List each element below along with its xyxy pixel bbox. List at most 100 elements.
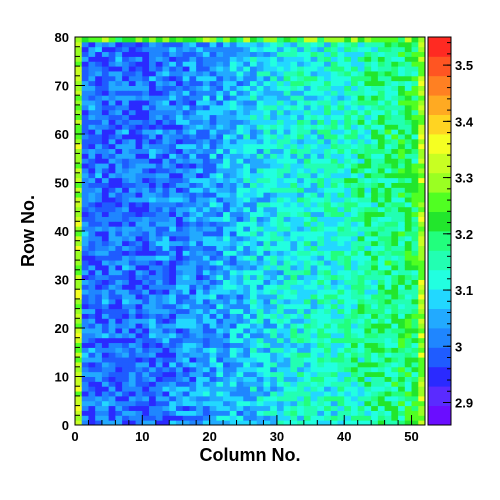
heatmap-cell — [391, 61, 399, 67]
heatmap-cell — [398, 264, 406, 271]
heatmap-cell — [223, 95, 231, 101]
heatmap-cell — [142, 216, 150, 222]
heatmap-cell — [196, 260, 204, 266]
heatmap-cell — [75, 410, 83, 416]
heatmap-cell — [310, 41, 318, 48]
heatmap-cell — [122, 405, 130, 411]
heatmap-cell — [115, 415, 123, 421]
heatmap-cell — [263, 114, 271, 120]
heatmap-cell — [377, 308, 386, 314]
heatmap-cell — [303, 187, 312, 193]
heatmap-cell — [128, 46, 137, 53]
heatmap-cell — [330, 177, 338, 183]
heatmap-cell — [371, 395, 379, 402]
heatmap-cell — [182, 182, 190, 188]
heatmap-cell — [101, 114, 110, 120]
heatmap-cell — [223, 386, 231, 392]
heatmap-cell — [310, 420, 318, 426]
heatmap-cell — [290, 391, 298, 397]
heatmap-cell — [283, 289, 291, 295]
heatmap-cell — [182, 260, 190, 266]
heatmap-cell — [371, 274, 379, 280]
heatmap-cell — [297, 269, 305, 276]
colorbar-swatch — [428, 405, 451, 426]
heatmap-cell — [101, 264, 110, 271]
heatmap-cell — [364, 357, 372, 363]
heatmap-cell — [196, 158, 204, 164]
heatmap-cell — [175, 177, 184, 183]
heatmap-cell — [297, 75, 305, 82]
heatmap-cell — [209, 187, 217, 193]
heatmap-cell — [357, 216, 365, 222]
heatmap-cell — [122, 216, 130, 222]
heatmap-cell — [344, 400, 352, 407]
heatmap-cell — [101, 328, 110, 334]
heatmap-cell — [256, 177, 264, 183]
heatmap-cell — [182, 197, 190, 203]
heatmap-cell — [418, 129, 426, 135]
heatmap-cell — [371, 158, 379, 164]
heatmap-cell — [337, 211, 345, 217]
heatmap-cell — [310, 361, 318, 368]
heatmap-cell — [330, 240, 338, 247]
heatmap-cell — [128, 240, 137, 247]
heatmap-cell — [142, 158, 150, 164]
heatmap-cell — [142, 332, 150, 339]
heatmap-cell — [149, 298, 157, 305]
heatmap-cell — [411, 167, 419, 174]
heatmap-cell — [364, 323, 372, 329]
heatmap-cell — [250, 308, 258, 314]
heatmap-cell — [371, 201, 379, 208]
heatmap-cell — [290, 138, 298, 145]
heatmap-cell — [169, 231, 177, 237]
heatmap-cell — [128, 400, 137, 407]
heatmap-cell — [411, 85, 419, 91]
heatmap-cell — [263, 250, 271, 256]
heatmap-cell — [128, 221, 137, 227]
heatmap-cell — [75, 308, 83, 314]
heatmap-cell — [122, 386, 130, 392]
heatmap-cell — [229, 303, 238, 310]
heatmap-cell — [175, 371, 184, 377]
heatmap-cell — [155, 303, 163, 310]
heatmap-cell — [357, 347, 365, 353]
heatmap-cell — [398, 124, 406, 130]
heatmap-cell — [88, 371, 96, 377]
heatmap-cell — [209, 269, 217, 276]
heatmap-cell — [263, 51, 271, 57]
heatmap-cell — [155, 177, 163, 183]
heatmap-cell — [303, 138, 312, 145]
heatmap-cell — [122, 400, 130, 407]
heatmap-cell — [88, 269, 96, 276]
heatmap-cell — [330, 172, 338, 179]
heatmap-cell — [250, 182, 258, 188]
heatmap-cell — [108, 211, 116, 217]
heatmap-cell — [303, 192, 312, 198]
heatmap-cell — [101, 400, 110, 407]
heatmap-cell — [337, 167, 345, 174]
heatmap-cell — [371, 182, 379, 188]
heatmap-cell — [418, 386, 426, 392]
heatmap-cell — [303, 177, 312, 183]
heatmap-cell — [182, 381, 190, 387]
heatmap-cell — [384, 95, 392, 101]
heatmap-cell — [337, 90, 345, 96]
heatmap-cell — [135, 405, 143, 411]
heatmap-cell — [270, 177, 278, 183]
heatmap-cell — [216, 51, 224, 57]
heatmap-cell — [209, 400, 217, 407]
heatmap-cell — [135, 323, 143, 329]
heatmap-cell — [357, 187, 365, 193]
heatmap-cell — [324, 255, 332, 261]
heatmap-cell — [196, 235, 204, 242]
heatmap-cell — [384, 255, 392, 261]
heatmap-cell — [115, 119, 123, 125]
heatmap-cell — [108, 391, 116, 397]
heatmap-cell — [236, 240, 244, 247]
heatmap-cell — [142, 342, 150, 348]
heatmap-cell — [290, 206, 298, 213]
heatmap-cell — [330, 298, 338, 305]
heatmap-cell — [270, 129, 278, 135]
heatmap-cell — [142, 264, 150, 271]
heatmap-cell — [398, 216, 406, 222]
